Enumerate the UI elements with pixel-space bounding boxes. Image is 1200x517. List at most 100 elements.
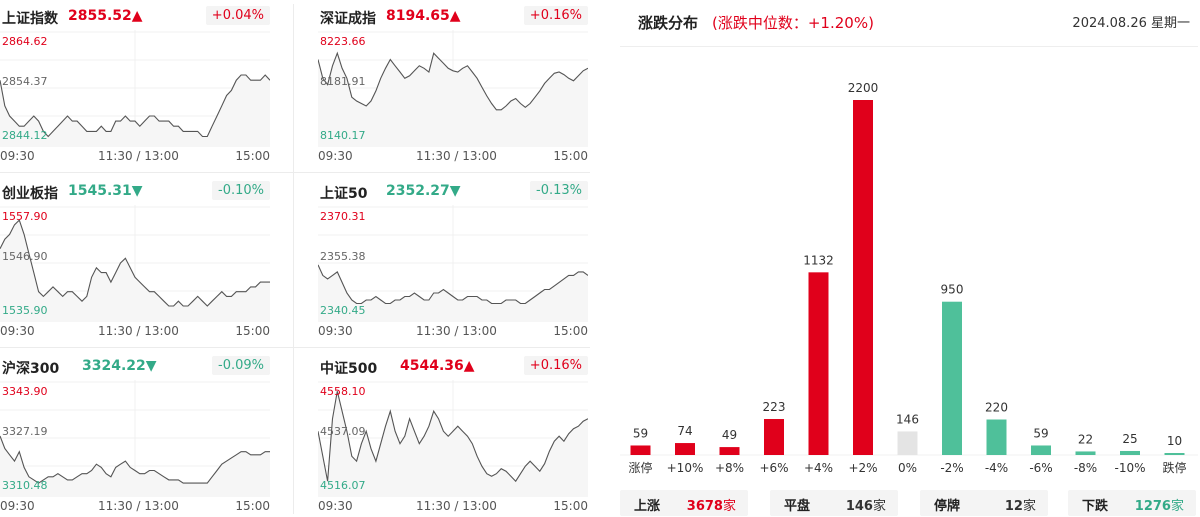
bar-value-label: 220 — [985, 401, 1008, 415]
summary-label: 停牌 — [934, 499, 961, 514]
summary-value: 1276家 — [1135, 495, 1184, 514]
price-line — [318, 391, 588, 483]
category-label: +10% — [667, 461, 704, 475]
bar — [675, 443, 695, 455]
bar — [897, 431, 918, 455]
category-label: 0% — [898, 461, 917, 475]
index-name: 上证指数 — [2, 11, 58, 27]
price-area — [0, 75, 270, 147]
time-label: 09:30 — [0, 149, 35, 163]
summary-unit: 家 — [722, 499, 736, 514]
bar — [942, 301, 962, 455]
price-line — [318, 51, 588, 111]
time-label: 11:30 / 13:00 — [98, 324, 179, 338]
summary-item: 上涨 3678家 — [620, 490, 748, 516]
divider — [0, 172, 590, 173]
axis-max-label: 2370.31 — [320, 210, 366, 223]
axis-mid-label: 2854.37 — [2, 75, 48, 88]
category-label: +6% — [759, 461, 788, 475]
index-header: 中证500 4544.36▲ +0.16% — [318, 356, 590, 378]
axis-mid-label: 1546.90 — [2, 250, 48, 263]
index-value: 2352.27▼ — [386, 183, 461, 199]
bar-value-label: 1132 — [803, 253, 834, 267]
time-label: 11:30 / 13:00 — [416, 324, 497, 338]
summary-count: 146 — [845, 499, 873, 514]
axis-max-label: 3343.90 — [2, 385, 48, 398]
index-header: 上证指数 2855.52▲ +0.04% — [0, 6, 272, 28]
index-name: 深证成指 — [320, 11, 376, 27]
intraday-line-chart — [318, 205, 588, 322]
index-panel: 上证指数 2855.52▲ +0.04% 2864.62 2854.37 2844.12 0… — [0, 0, 590, 517]
summary-item: 停牌 12家 — [920, 490, 1048, 516]
axis-max-label: 2864.62 — [2, 35, 48, 48]
price-line — [0, 435, 270, 484]
summary-value: 12家 — [1005, 495, 1036, 514]
distribution-median: (涨跌中位数：+1.20%) — [712, 14, 874, 32]
index-change: -0.13% — [530, 181, 588, 200]
summary-label: 下跌 — [1082, 499, 1109, 514]
bar-value-label: 59 — [633, 426, 648, 440]
category-label: +4% — [804, 461, 833, 475]
index-header: 上证50 2352.27▼ -0.13% — [318, 181, 590, 203]
bar — [1075, 451, 1096, 455]
index-value: 2855.52▲ — [68, 8, 143, 24]
axis-min-label: 4516.07 — [320, 479, 366, 492]
time-label: 15:00 — [235, 149, 270, 163]
index-card-csi500[interactable]: 中证500 4544.36▲ +0.16% 4558.10 4537.09 4516.07… — [318, 350, 590, 517]
index-change: -0.09% — [212, 356, 270, 375]
axis-max-label: 8223.66 — [320, 35, 366, 48]
index-name: 中证500 — [320, 361, 378, 377]
summary-unit: 家 — [872, 499, 886, 514]
time-label: 11:30 / 13:00 — [98, 499, 179, 513]
time-label: 15:00 — [553, 149, 588, 163]
index-name: 创业板指 — [2, 186, 58, 202]
bar — [1164, 453, 1185, 455]
index-card-shenzhen[interactable]: 深证成指 8194.65▲ +0.16% 8223.66 8181.91 8140.17 0… — [318, 0, 590, 172]
bar-value-label: 146 — [896, 412, 919, 426]
time-label: 09:30 — [318, 499, 353, 513]
axis-min-label: 2340.45 — [320, 304, 366, 317]
axis-min-label: 1535.90 — [2, 304, 48, 317]
axis-min-label: 2844.12 — [2, 129, 48, 142]
price-area — [318, 391, 588, 497]
index-value: 1545.31▼ — [68, 183, 143, 199]
axis-max-label: 4558.10 — [320, 385, 366, 398]
index-value: 4544.36▲ — [400, 358, 475, 374]
time-label: 11:30 / 13:00 — [416, 149, 497, 163]
bar-value-label: 49 — [722, 428, 737, 442]
price-line — [0, 219, 270, 307]
time-label: 15:00 — [235, 324, 270, 338]
intraday-line-chart — [0, 380, 270, 497]
summary-bar: 上涨 3678家 平盘 146家 停牌 12家 下跌 1276家 — [620, 490, 1198, 516]
index-card-chinext[interactable]: 创业板指 1545.31▼ -0.10% 1557.90 1546.90 1535.90 0… — [0, 175, 272, 347]
index-header: 沪深300 3324.22▼ -0.09% — [0, 356, 272, 378]
index-name: 上证50 — [320, 186, 368, 202]
category-label: 涨停 — [628, 460, 652, 475]
index-name: 沪深300 — [2, 361, 60, 377]
category-label: +8% — [715, 461, 744, 475]
summary-unit: 家 — [1170, 499, 1184, 514]
index-change: -0.10% — [212, 181, 270, 200]
index-value: 3324.22▼ — [82, 358, 157, 374]
summary-unit: 家 — [1022, 499, 1036, 514]
bar — [808, 272, 829, 455]
index-card-shanghai[interactable]: 上证指数 2855.52▲ +0.04% 2864.62 2854.37 2844.12 0… — [0, 0, 272, 172]
summary-count: 3678 — [686, 499, 723, 514]
index-change: +0.04% — [205, 6, 270, 25]
category-label: 跌停 — [1162, 460, 1186, 475]
axis-max-label: 1557.90 — [2, 210, 48, 223]
intraday-line-chart — [318, 380, 588, 497]
bar — [1031, 445, 1051, 455]
bar-value-label: 223 — [763, 400, 786, 414]
time-label: 15:00 — [553, 499, 588, 513]
index-header: 深证成指 8194.65▲ +0.16% — [318, 6, 590, 28]
summary-item: 下跌 1276家 — [1068, 490, 1196, 516]
price-area — [0, 436, 270, 497]
price-area — [318, 264, 588, 322]
price-area — [318, 53, 588, 147]
index-card-csi300[interactable]: 沪深300 3324.22▼ -0.09% 3343.90 3327.19 3310.48… — [0, 350, 272, 517]
axis-min-label: 3310.48 — [2, 479, 48, 492]
bar — [764, 419, 784, 455]
divider — [0, 347, 590, 348]
index-card-sse50[interactable]: 上证50 2352.27▼ -0.13% 2370.31 2355.38 2340.45 0… — [318, 175, 590, 347]
